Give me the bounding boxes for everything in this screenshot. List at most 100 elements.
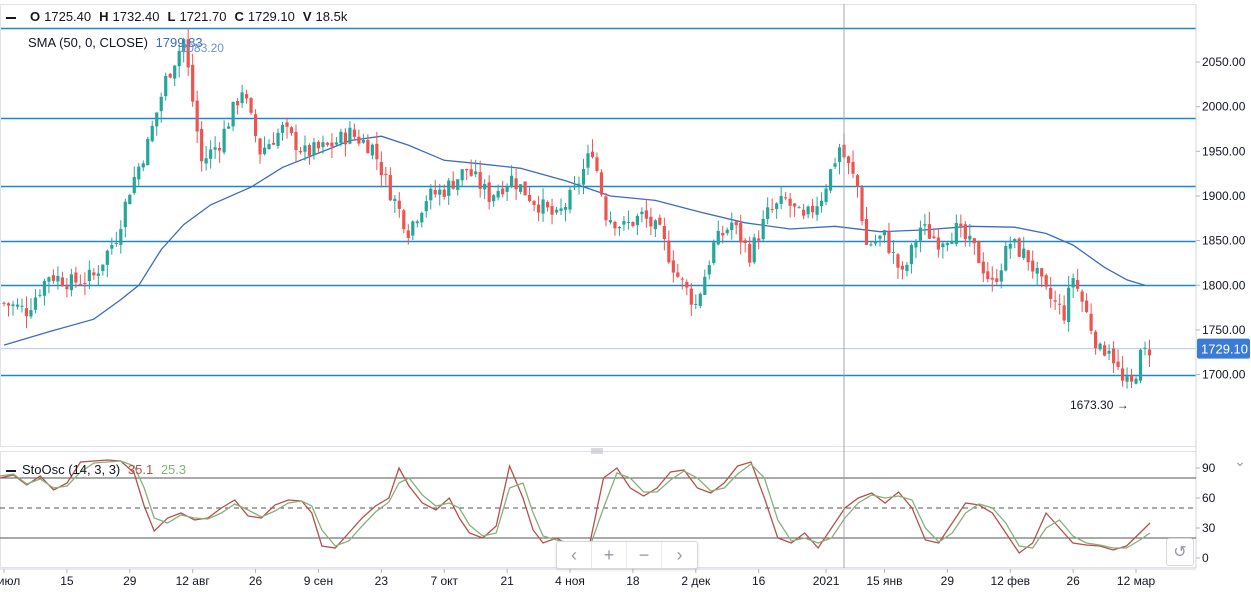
candle — [361, 133, 365, 144]
candle-body — [267, 144, 271, 150]
y-tick-label: 1850.00 — [1202, 234, 1246, 248]
zoom-out-button[interactable]: − — [627, 542, 662, 568]
candle — [65, 277, 69, 298]
candle — [914, 239, 918, 259]
candle — [379, 151, 383, 188]
zoom-in-button[interactable]: + — [592, 542, 627, 568]
candle — [900, 261, 905, 280]
candle-body — [963, 224, 967, 240]
candle — [752, 233, 756, 265]
candle — [222, 120, 226, 155]
candle — [1035, 261, 1039, 285]
collapse-indicator-icon[interactable] — [6, 469, 16, 472]
candle — [936, 227, 940, 258]
candle — [1147, 339, 1152, 368]
candle-body — [1102, 345, 1107, 356]
x-tick-label: 15 янв — [866, 574, 902, 588]
candle — [819, 192, 824, 213]
candle — [572, 176, 577, 191]
stochastic-legend: StoOsc (14, 3, 3) 35.1 25.3 — [6, 462, 186, 477]
candle-body — [38, 294, 42, 296]
candle-body — [1125, 376, 1129, 382]
candle-body — [119, 229, 123, 245]
candle-body — [253, 114, 258, 136]
x-tick-label: 26 — [249, 574, 263, 588]
candle — [644, 199, 648, 228]
candle — [339, 128, 343, 147]
candle — [1116, 349, 1120, 371]
candle-body — [784, 197, 788, 199]
candle-body — [474, 171, 478, 175]
candle — [1129, 368, 1134, 389]
candle — [743, 237, 747, 253]
horizontal-levels — [0, 27, 1196, 377]
collapse-series-icon[interactable] — [6, 16, 16, 19]
candle — [680, 277, 684, 290]
candle-body — [11, 304, 15, 307]
candle — [334, 136, 339, 146]
candle — [442, 184, 446, 200]
candle — [1071, 273, 1075, 298]
candle — [739, 214, 743, 255]
candle-body — [532, 201, 536, 205]
candle-body — [559, 208, 563, 211]
candle-body — [1116, 361, 1120, 367]
candle-body — [483, 183, 487, 190]
candle-body — [891, 251, 896, 253]
scroll-right-button[interactable]: › — [676, 544, 683, 565]
y-tick-label: 2050.00 — [1202, 55, 1246, 69]
candle-body — [96, 273, 100, 276]
candle-body — [110, 244, 114, 249]
candle — [568, 186, 572, 214]
candle-body — [1143, 347, 1147, 349]
candle-body — [1094, 331, 1098, 349]
candle — [748, 236, 752, 267]
candle-body — [298, 150, 303, 153]
candle — [1107, 344, 1111, 361]
candle — [1138, 348, 1143, 384]
candle — [626, 210, 631, 230]
candle — [312, 138, 316, 160]
candle-body — [887, 231, 891, 253]
low-value: 1721.70 — [179, 9, 227, 24]
candle — [433, 180, 437, 198]
candle — [406, 224, 410, 245]
candle — [550, 198, 554, 225]
collapse-pane-button[interactable]: ⌄ — [1231, 452, 1249, 470]
candle — [447, 178, 451, 205]
candle-body — [649, 216, 653, 227]
candle — [204, 146, 208, 171]
candle-body — [527, 194, 532, 201]
candle-body — [950, 241, 954, 244]
candle-body — [882, 230, 887, 236]
candle — [325, 141, 330, 147]
candle-body — [74, 272, 78, 283]
candle-body — [761, 218, 765, 240]
reset-chart-button[interactable]: ↺ — [1166, 538, 1194, 566]
candle — [110, 237, 114, 255]
candle — [658, 214, 662, 226]
candle — [707, 260, 711, 280]
candle — [586, 144, 590, 176]
candle — [182, 37, 186, 63]
candle — [662, 217, 666, 251]
candle-body — [775, 203, 779, 210]
candle — [806, 205, 810, 219]
candle — [536, 195, 541, 222]
candle-body — [334, 142, 339, 145]
candle — [271, 132, 276, 146]
y-tick-label: 1900.00 — [1202, 189, 1246, 203]
candle-body — [734, 221, 738, 226]
candle — [141, 160, 145, 172]
candle-body — [914, 242, 918, 248]
candle — [824, 183, 828, 206]
candle-body — [743, 240, 747, 243]
candle-body — [478, 172, 482, 189]
candle-body — [900, 265, 905, 270]
scroll-left-button[interactable]: ‹ — [557, 542, 592, 568]
candle-body — [285, 122, 289, 127]
candle — [905, 261, 909, 277]
candle — [559, 198, 563, 216]
candle-body — [155, 112, 159, 127]
